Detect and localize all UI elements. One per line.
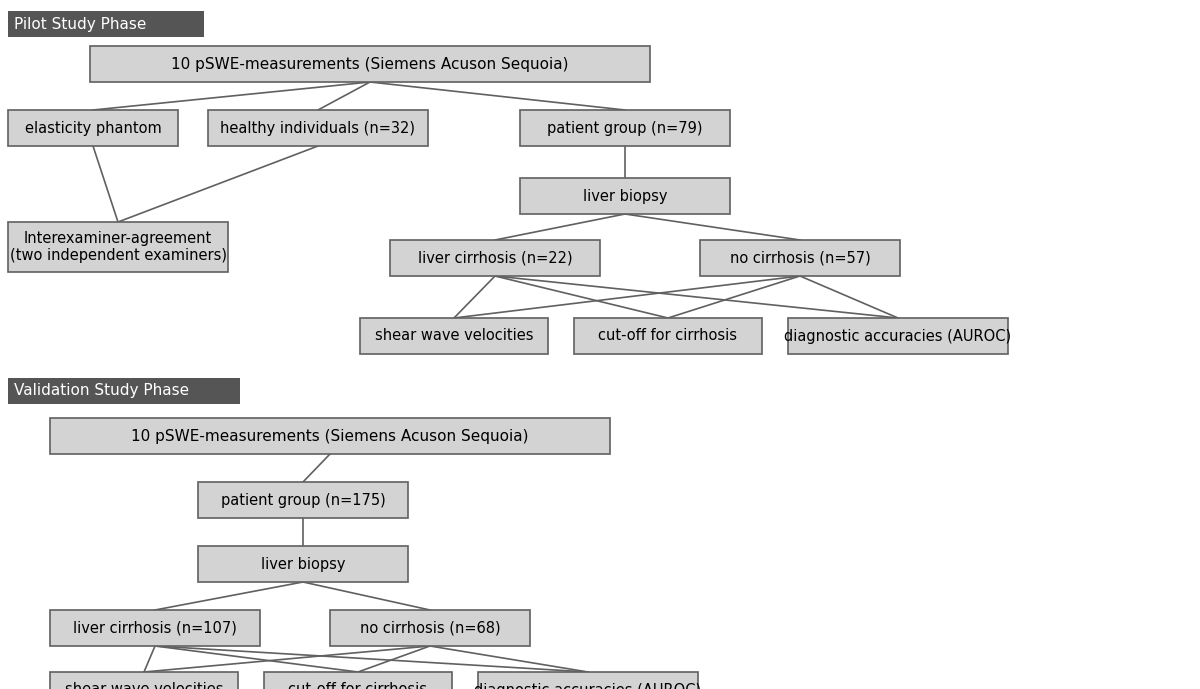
FancyBboxPatch shape — [8, 222, 228, 272]
Text: cut-off for cirrhosis: cut-off for cirrhosis — [599, 329, 738, 344]
FancyBboxPatch shape — [520, 178, 730, 214]
FancyBboxPatch shape — [478, 672, 698, 689]
FancyBboxPatch shape — [8, 110, 178, 146]
FancyBboxPatch shape — [330, 610, 530, 646]
FancyBboxPatch shape — [198, 546, 408, 582]
Text: liver cirrhosis (n=22): liver cirrhosis (n=22) — [418, 251, 572, 265]
Text: shear wave velocities: shear wave velocities — [374, 329, 533, 344]
Text: no cirrhosis (n=57): no cirrhosis (n=57) — [730, 251, 870, 265]
FancyBboxPatch shape — [90, 46, 650, 82]
FancyBboxPatch shape — [50, 610, 260, 646]
Text: liver biopsy: liver biopsy — [583, 189, 667, 203]
FancyBboxPatch shape — [574, 318, 762, 354]
FancyBboxPatch shape — [8, 11, 204, 37]
Text: 10 pSWE-measurements (Siemens Acuson Sequoia): 10 pSWE-measurements (Siemens Acuson Seq… — [131, 429, 529, 444]
Text: patient group (n=79): patient group (n=79) — [547, 121, 703, 136]
FancyBboxPatch shape — [264, 672, 452, 689]
Text: shear wave velocities: shear wave velocities — [65, 683, 223, 689]
Text: Interexaminer-agreement
(two independent examiners): Interexaminer-agreement (two independent… — [10, 231, 227, 263]
Text: diagnostic accuracies (AUROC): diagnostic accuracies (AUROC) — [474, 683, 702, 689]
Text: cut-off for cirrhosis: cut-off for cirrhosis — [288, 683, 427, 689]
FancyBboxPatch shape — [390, 240, 600, 276]
FancyBboxPatch shape — [208, 110, 428, 146]
Text: healthy individuals (n=32): healthy individuals (n=32) — [221, 121, 415, 136]
FancyBboxPatch shape — [8, 378, 240, 404]
FancyBboxPatch shape — [50, 418, 610, 454]
Text: Validation Study Phase: Validation Study Phase — [14, 384, 190, 398]
Text: no cirrhosis (n=68): no cirrhosis (n=68) — [360, 621, 500, 635]
FancyBboxPatch shape — [360, 318, 548, 354]
Text: liver biopsy: liver biopsy — [260, 557, 346, 571]
FancyBboxPatch shape — [520, 110, 730, 146]
Text: elasticity phantom: elasticity phantom — [25, 121, 161, 136]
Text: patient group (n=175): patient group (n=175) — [221, 493, 385, 508]
FancyBboxPatch shape — [788, 318, 1008, 354]
FancyBboxPatch shape — [198, 482, 408, 518]
Text: Pilot Study Phase: Pilot Study Phase — [14, 17, 146, 32]
Text: 10 pSWE-measurements (Siemens Acuson Sequoia): 10 pSWE-measurements (Siemens Acuson Seq… — [172, 56, 569, 72]
Text: liver cirrhosis (n=107): liver cirrhosis (n=107) — [73, 621, 236, 635]
FancyBboxPatch shape — [50, 672, 238, 689]
FancyBboxPatch shape — [700, 240, 900, 276]
Text: diagnostic accuracies (AUROC): diagnostic accuracies (AUROC) — [785, 329, 1012, 344]
